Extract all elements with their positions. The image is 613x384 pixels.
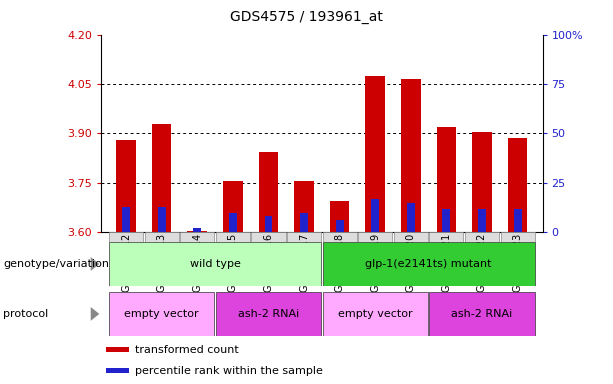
Text: empty vector: empty vector [124, 309, 199, 319]
Bar [429, 292, 535, 336]
Bar [322, 292, 428, 336]
Bar [465, 232, 499, 242]
Text: GSM756623: GSM756623 [512, 233, 523, 292]
Text: glp-1(e2141ts) mutant: glp-1(e2141ts) mutant [365, 259, 492, 269]
Text: GDS4575 / 193961_at: GDS4575 / 193961_at [230, 10, 383, 23]
Bar [514, 209, 522, 232]
Bar [145, 232, 179, 242]
Bar [158, 207, 166, 232]
Bar [500, 232, 535, 242]
Bar [216, 292, 321, 336]
Bar [251, 232, 286, 242]
Bar [478, 209, 486, 232]
Text: GSM756616: GSM756616 [264, 233, 273, 292]
Bar [229, 212, 237, 232]
Bar [371, 199, 379, 232]
Text: genotype/variation: genotype/variation [3, 259, 109, 269]
Text: wild type: wild type [189, 259, 240, 269]
Bar [472, 132, 492, 232]
Text: GSM756614: GSM756614 [192, 233, 202, 292]
Bar [336, 220, 343, 232]
Text: GSM756622: GSM756622 [477, 233, 487, 292]
Bar [300, 212, 308, 232]
Bar [429, 232, 463, 242]
Bar [105, 368, 129, 373]
Bar [188, 231, 207, 232]
Bar [508, 138, 527, 232]
Bar [287, 232, 321, 242]
Bar [322, 232, 357, 242]
Bar [109, 242, 321, 286]
Bar [180, 232, 215, 242]
Bar [358, 232, 392, 242]
Bar [330, 201, 349, 232]
Text: GSM756612: GSM756612 [121, 233, 131, 292]
Bar [193, 228, 201, 232]
Bar [105, 347, 129, 352]
Bar [223, 181, 243, 232]
Text: empty vector: empty vector [338, 309, 413, 319]
Bar [122, 207, 130, 232]
Bar [216, 232, 250, 242]
Text: GSM756618: GSM756618 [335, 233, 345, 292]
Text: GSM756620: GSM756620 [406, 233, 416, 292]
Polygon shape [91, 257, 99, 271]
Bar [265, 217, 272, 232]
Polygon shape [91, 307, 99, 321]
Bar [116, 140, 136, 232]
Text: GSM756621: GSM756621 [441, 233, 451, 292]
Text: ash-2 RNAi: ash-2 RNAi [451, 309, 512, 319]
Bar [407, 203, 415, 232]
Bar [443, 209, 451, 232]
Bar [109, 292, 215, 336]
Text: GSM756619: GSM756619 [370, 233, 380, 292]
Bar [322, 242, 535, 286]
Text: percentile rank within the sample: percentile rank within the sample [135, 366, 322, 376]
Text: GSM756615: GSM756615 [228, 233, 238, 292]
Text: protocol: protocol [3, 309, 48, 319]
Bar [436, 127, 456, 232]
Text: GSM756613: GSM756613 [157, 233, 167, 292]
Bar [365, 76, 385, 232]
Bar [394, 232, 428, 242]
Bar [152, 124, 172, 232]
Bar [109, 232, 143, 242]
Bar [401, 79, 421, 232]
Bar [259, 152, 278, 232]
Text: GSM756617: GSM756617 [299, 233, 309, 292]
Text: ash-2 RNAi: ash-2 RNAi [238, 309, 299, 319]
Bar [294, 181, 314, 232]
Text: transformed count: transformed count [135, 345, 238, 355]
